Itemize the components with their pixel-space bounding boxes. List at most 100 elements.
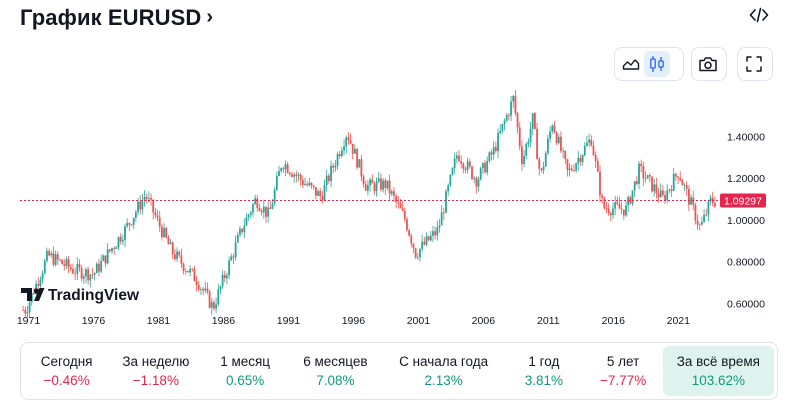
period-button[interactable]: С начала года 2.13% — [383, 346, 504, 396]
candle-down — [206, 288, 209, 292]
candle-up — [510, 101, 512, 116]
candle-down — [87, 269, 90, 281]
candle-down — [494, 147, 497, 152]
period-button[interactable]: За неделю −1.18% — [109, 346, 202, 396]
candle-down — [642, 166, 645, 179]
candle-up — [334, 165, 337, 168]
page-title[interactable]: График EURUSD — [20, 5, 202, 30]
candle-down — [104, 255, 107, 264]
candle-down — [599, 171, 601, 196]
candle-up — [93, 273, 96, 275]
candle-up — [542, 166, 545, 171]
period-label: За неделю — [122, 353, 190, 369]
candle-down — [685, 185, 688, 189]
period-label: 1 месяц — [220, 353, 271, 369]
candle-down — [657, 193, 660, 198]
candle-down — [232, 256, 235, 258]
candle-up — [497, 133, 499, 152]
period-button[interactable]: 1 год 3.81% — [504, 346, 583, 396]
candle-down — [399, 203, 402, 209]
candle-down — [681, 180, 684, 186]
candle-down — [72, 269, 74, 274]
candle-down — [705, 214, 708, 216]
candle-down — [310, 182, 313, 186]
candles-chart-button[interactable] — [644, 51, 670, 77]
candle-down — [516, 113, 519, 128]
screenshot-button[interactable] — [695, 51, 721, 77]
candle-down — [24, 309, 27, 314]
candle-down — [698, 224, 701, 226]
candle-down — [679, 178, 682, 181]
candle-up — [432, 231, 434, 236]
candle-up — [219, 286, 222, 290]
chevron-right-icon[interactable]: › — [206, 5, 214, 28]
candle-up — [134, 212, 137, 218]
candle-up — [210, 302, 213, 308]
candle-up — [473, 177, 476, 179]
fullscreen-icon — [746, 56, 762, 72]
candle-down — [468, 161, 471, 167]
embed-code-button[interactable] — [746, 4, 772, 26]
price-chart[interactable]: 1.40000 1.20000 1.00000 0.80000 0.60000 1971… — [0, 84, 800, 334]
candle-down — [74, 273, 77, 275]
candle-down — [590, 139, 593, 146]
candle-down — [160, 226, 163, 238]
period-change-value: 7.08% — [316, 372, 355, 388]
candle-up — [271, 203, 274, 209]
candle-up — [217, 289, 220, 305]
candle-down — [371, 179, 374, 184]
candle-up — [132, 217, 135, 225]
period-button[interactable]: 6 месяцев 7.08% — [288, 346, 383, 396]
candle-down — [364, 184, 367, 191]
candle-down — [67, 259, 70, 268]
chart-header[interactable]: График EURUSD › — [20, 4, 213, 32]
period-button[interactable]: 1 месяц 0.65% — [203, 346, 288, 396]
candle-up — [239, 228, 241, 235]
area-chart-button[interactable] — [618, 51, 644, 77]
fullscreen-button[interactable] — [741, 51, 767, 77]
candle-up — [512, 95, 515, 102]
candle-up — [486, 161, 489, 173]
time-tick-label: 2016 — [602, 315, 626, 327]
period-change-value: −0.46% — [43, 372, 90, 388]
area-chart-icon — [622, 59, 640, 70]
candle-down — [664, 195, 666, 201]
candle-up — [703, 214, 705, 222]
candle-down — [202, 288, 204, 291]
time-tick-label: 1971 — [17, 315, 41, 327]
candle-down — [295, 174, 298, 176]
candle-up — [39, 279, 42, 286]
candle-up — [143, 197, 146, 201]
candle-down — [182, 263, 185, 271]
candle-up — [85, 269, 87, 277]
candle-down — [213, 302, 215, 309]
candle-down — [434, 231, 437, 236]
candle-up — [54, 254, 57, 265]
candle-down — [520, 146, 523, 165]
period-button[interactable]: 5 лет −7.77% — [584, 346, 663, 396]
candle-up — [375, 181, 378, 192]
candle-up — [340, 150, 343, 156]
candle-down — [332, 165, 335, 168]
candle-up — [230, 256, 233, 261]
candle-down — [223, 274, 226, 279]
candle-up — [390, 191, 393, 194]
candle-down — [401, 208, 404, 211]
period-label: За всё время — [676, 353, 760, 369]
candle-up — [147, 198, 150, 199]
candle-down — [347, 137, 350, 141]
candle-up — [525, 143, 528, 156]
candle-up — [440, 212, 443, 226]
candle-up — [577, 157, 580, 164]
candle-down — [393, 191, 395, 197]
period-button[interactable]: Сегодня −0.46% — [24, 346, 109, 396]
price-tick-label: 0.80000 — [727, 257, 765, 269]
candle-up — [102, 255, 105, 262]
candle-up — [267, 207, 270, 217]
period-button[interactable]: За всё время 103.62% — [662, 346, 774, 396]
candle-up — [176, 251, 178, 260]
candle-down — [640, 163, 643, 167]
candle-up — [488, 152, 491, 162]
time-tick-label: 1991 — [277, 315, 301, 327]
candle-down — [349, 140, 352, 144]
